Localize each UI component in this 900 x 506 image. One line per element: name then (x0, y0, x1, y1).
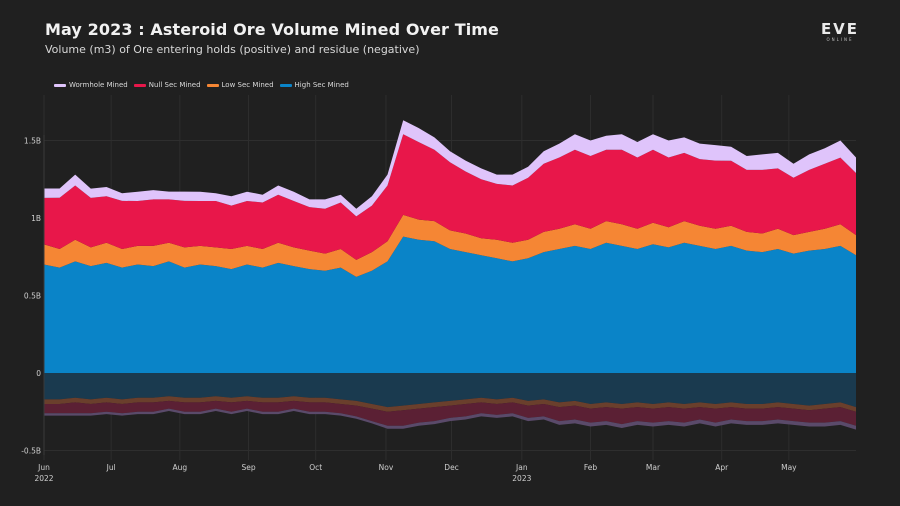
legend-swatch (54, 83, 66, 87)
logo-main-text: EVE (820, 20, 860, 38)
x-tick-year-label: 2023 (512, 474, 531, 483)
x-tick-label: Nov (379, 463, 394, 472)
x-tick-label: May (781, 463, 797, 472)
area-null-sec-mined (44, 134, 856, 260)
legend-label: High Sec Mined (294, 81, 349, 89)
eve-online-logo: EVE ONLINE (814, 22, 866, 43)
legend-swatch (206, 83, 219, 87)
x-tick-label: Sep (241, 463, 255, 472)
y-tick-label: 1B (31, 214, 41, 223)
y-tick-label: 1.5B (24, 137, 41, 146)
x-tick-label: Jan (515, 463, 528, 472)
x-tick-label: Mar (646, 463, 661, 472)
legend-swatch (279, 83, 292, 87)
area-low-sec-residue (44, 396, 856, 412)
legend-item[interactable]: Low Sec Mined (206, 81, 274, 89)
y-tick-label: 0.5B (24, 292, 41, 301)
area-high-sec-mined (44, 236, 856, 373)
x-tick-label: Oct (309, 463, 322, 472)
y-tick-label: -0.5B (21, 447, 41, 456)
x-tick-label: Jul (106, 463, 116, 472)
logo-sub-text: ONLINE (826, 37, 854, 42)
chart-subtitle: Volume (m3) of Ore entering holds (posit… (45, 43, 420, 56)
legend-label: Null Sec Mined (148, 81, 201, 89)
x-tick-year-label: 2022 (34, 474, 53, 483)
chart-title: May 2023 : Asteroid Ore Volume Mined Ove… (45, 20, 500, 39)
legend-item[interactable]: Wormhole Mined (54, 81, 128, 89)
x-tick-label: Apr (715, 463, 729, 472)
x-tick-label: Dec (444, 463, 459, 472)
legend-label: Wormhole Mined (69, 81, 128, 89)
area-low-sec-mined (44, 214, 856, 277)
legend-swatch (133, 83, 146, 87)
x-tick-label: Feb (584, 463, 598, 472)
chart-legend: Wormhole Mined Null Sec Mined Low Sec Mine… (54, 81, 349, 89)
x-tick-label: Aug (173, 463, 188, 472)
y-tick-label: 0 (36, 369, 41, 378)
legend-item[interactable]: Null Sec Mined (133, 81, 201, 89)
area-wormhole-mined (44, 120, 856, 217)
legend-label: Low Sec Mined (221, 81, 274, 89)
area-wormhole-residue (44, 408, 856, 430)
area-high-sec-residue (44, 373, 856, 408)
legend-item[interactable]: High Sec Mined (279, 81, 349, 89)
area-null-sec-residue (44, 400, 856, 426)
x-tick-label: Jun (37, 463, 50, 472)
